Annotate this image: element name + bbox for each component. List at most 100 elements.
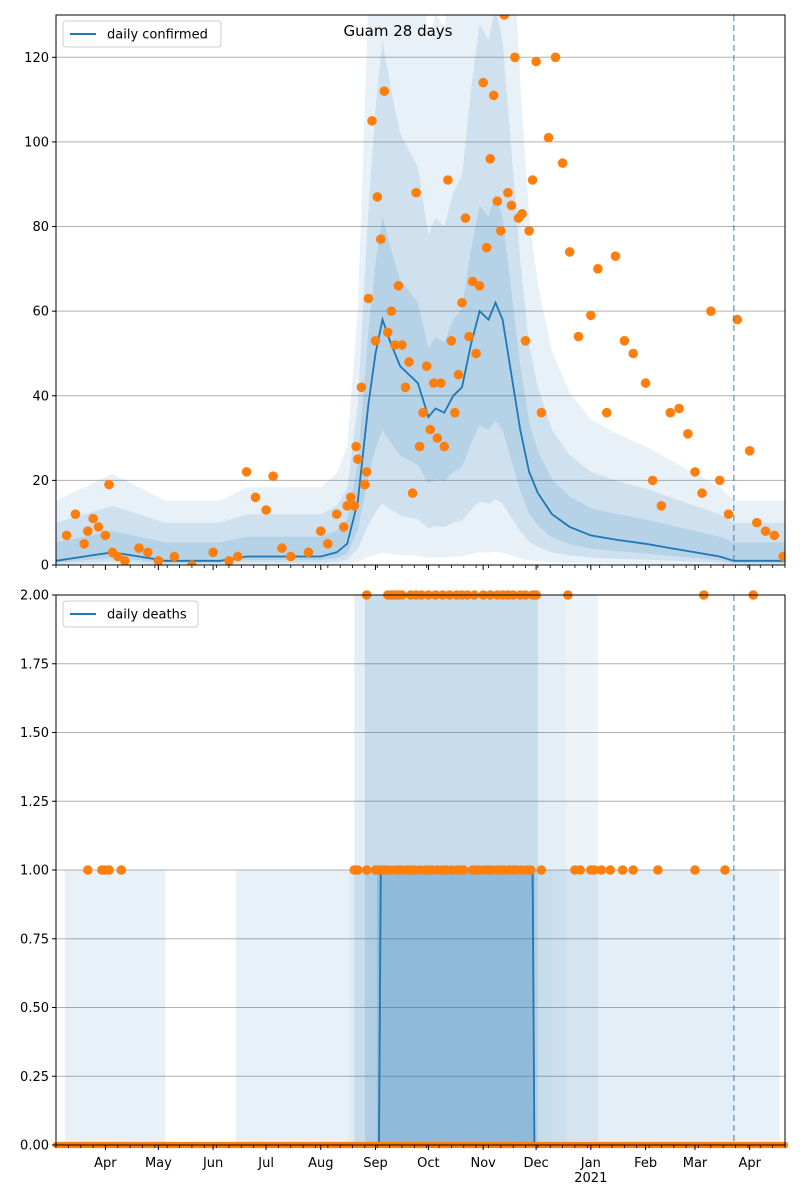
deaths-x-axis: Apr May Jun Jul Aug Sep Oct Nov Dec Jan Feb Mar Apr 2… — [55, 1145, 786, 1186]
confirmed-observed-point — [277, 543, 287, 553]
deaths-observed-point — [628, 865, 638, 875]
confirmed-observed-point — [153, 556, 164, 565]
confirmed-observed-point — [353, 454, 363, 465]
confirmed-observed-point — [383, 327, 393, 338]
confirmed-observed-point — [601, 407, 612, 418]
deaths-x-tick-label: Nov — [471, 1156, 497, 1171]
confirmed-observed-point — [169, 551, 180, 562]
confirmed-observed-point — [478, 77, 489, 88]
confirmed-observed-point — [356, 382, 367, 393]
confirmed-observed-point — [349, 501, 360, 511]
confirmed-y-tick-label: 80 — [32, 220, 49, 235]
confirmed-observed-point — [143, 547, 153, 558]
confirmed-observed-point — [346, 492, 356, 503]
confirmed-observed-point — [485, 154, 496, 164]
confirmed-observed-point — [268, 471, 278, 482]
confirmed-observed-point — [690, 467, 700, 477]
confirmed-observed-point — [723, 509, 734, 519]
deaths-band — [349, 870, 552, 1145]
confirmed-observed-point — [351, 441, 361, 452]
deaths-band — [236, 870, 349, 1145]
confirmed-observed-point — [460, 213, 471, 223]
confirmed-observed-point — [303, 547, 314, 558]
confirmed-y-axis: 0 20 40 60 80 100 120 — [24, 51, 56, 574]
deaths-observed-point — [361, 865, 372, 875]
confirmed-observed-point — [61, 530, 72, 541]
deaths-observed-point — [617, 865, 628, 875]
confirmed-observed-point — [471, 348, 481, 359]
confirmed-gridlines — [56, 56, 785, 566]
confirmed-observed-point — [527, 175, 538, 185]
deaths-x-tick-label: Apr — [94, 1156, 117, 1171]
confirmed-observed-points — [61, 15, 785, 565]
confirmed-observed-point — [557, 158, 568, 168]
deaths-x-tick-label: Apr — [738, 1156, 761, 1171]
deaths-panel: 0.00 0.25 0.50 0.75 1.00 1.25 1.50 1.75 2.00 Apr… — [20, 589, 789, 1186]
deaths-y-tick-label: 0.00 — [20, 1139, 49, 1154]
deaths-band — [377, 870, 535, 1145]
deaths-observed-point — [690, 865, 700, 875]
confirmed-observed-point — [421, 361, 432, 372]
deaths-x-tick-label: Feb — [634, 1156, 657, 1171]
deaths-y-tick-label: 1.75 — [20, 657, 49, 672]
confirmed-observed-point — [706, 306, 716, 317]
confirmed-observed-point — [760, 526, 771, 536]
confirmed-observed-point — [564, 247, 575, 257]
confirmed-observed-point — [436, 378, 446, 388]
deaths-band — [735, 870, 780, 1145]
confirmed-observed-point — [674, 403, 684, 414]
deaths-band — [552, 870, 736, 1145]
confirmed-observed-point — [370, 336, 381, 346]
confirmed-observed-point — [496, 226, 506, 236]
confirmed-observed-point — [520, 336, 531, 346]
confirmed-observed-point — [536, 407, 547, 418]
confirmed-observed-point — [250, 492, 261, 503]
confirmed-observed-point — [586, 310, 596, 321]
confirmed-observed-point — [443, 175, 453, 185]
confirmed-observed-point — [372, 192, 383, 202]
confirmed-observed-point — [474, 281, 485, 291]
confirmed-observed-point — [360, 479, 370, 490]
confirmed-observed-point — [367, 116, 377, 126]
confirmed-observed-point — [510, 52, 520, 63]
confirmed-observed-point — [769, 530, 780, 541]
confirmed-observed-point — [467, 276, 478, 287]
confirmed-band — [56, 15, 785, 564]
confirmed-observed-point — [489, 90, 499, 101]
confirmed-observed-point — [506, 200, 517, 211]
confirmed-observed-point — [778, 551, 785, 562]
deaths-x-tick-label: Jul — [257, 1156, 274, 1171]
confirmed-observed-point — [524, 226, 534, 236]
deaths-observed-point — [596, 865, 607, 875]
deaths-y-tick-label: 0.75 — [20, 932, 49, 947]
confirmed-y-tick-label: 0 — [41, 559, 49, 574]
confirmed-observed-point — [241, 467, 252, 477]
confirmed-observed-point — [647, 475, 658, 486]
confirmed-observed-point — [407, 488, 418, 498]
confirmed-observed-point — [338, 522, 349, 532]
confirmed-observed-point — [573, 331, 584, 342]
deaths-band — [64, 870, 166, 1145]
confirmed-observed-point — [714, 475, 725, 486]
confirmed-observed-point — [464, 331, 474, 342]
deaths-x-tick-label: May — [145, 1156, 172, 1171]
deaths-x-tick-label: Sep — [363, 1156, 388, 1171]
confirmed-observed-point — [446, 336, 457, 346]
confirmed-observed-point — [386, 306, 397, 317]
confirmed-observed-point — [342, 501, 353, 511]
confirmed-observed-point — [414, 441, 425, 452]
deaths-legend: daily deaths — [62, 600, 199, 628]
confirmed-observed-point — [683, 429, 693, 439]
confirmed-observed-point — [640, 378, 651, 388]
confirmed-observed-point — [286, 551, 296, 562]
confirmed-y-tick-label: 120 — [24, 51, 49, 66]
deaths-y-tick-label: 1.50 — [20, 726, 49, 741]
deaths-observed-point — [353, 865, 363, 875]
confirmed-observed-point — [113, 551, 123, 562]
confirmed-observed-point — [261, 505, 271, 515]
confirmed-observed-point — [390, 340, 400, 350]
confirmed-observed-point — [531, 56, 541, 67]
confirmed-observed-point — [453, 369, 464, 380]
confirmed-observed-point — [397, 340, 407, 350]
confirmed-observed-point — [628, 348, 638, 359]
